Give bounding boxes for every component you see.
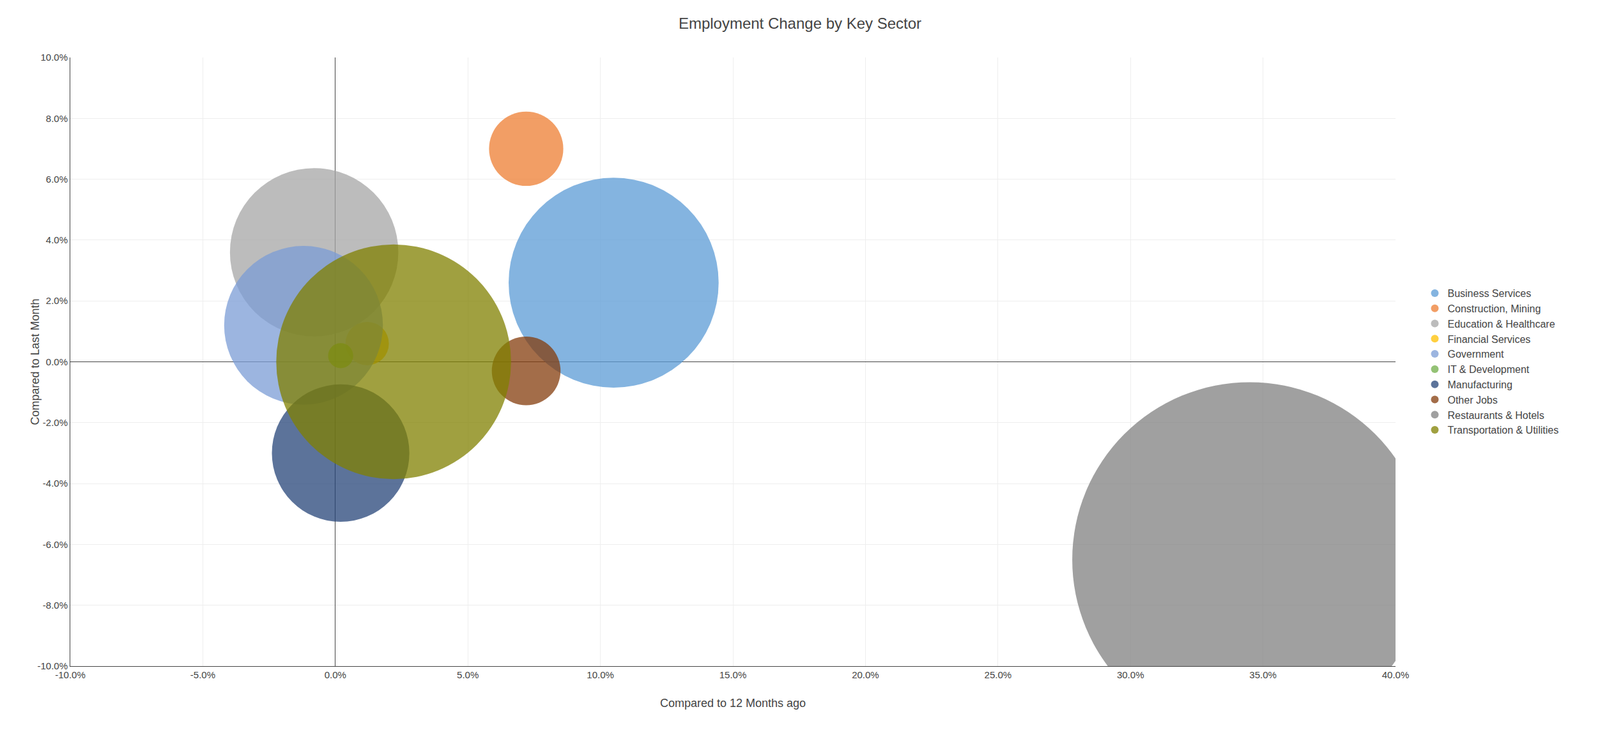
svg-text:-6.0%: -6.0%	[42, 539, 68, 551]
svg-text:10.0%: 10.0%	[586, 669, 615, 681]
svg-text:Construction, Mining: Construction, Mining	[1447, 303, 1541, 315]
svg-text:8.0%: 8.0%	[46, 113, 68, 124]
svg-text:Education & Healthcare: Education & Healthcare	[1447, 318, 1555, 330]
svg-text:-8.0%: -8.0%	[42, 600, 68, 611]
svg-text:30.0%: 30.0%	[1116, 669, 1145, 681]
svg-text:20.0%: 20.0%	[851, 669, 880, 681]
svg-text:Business Services: Business Services	[1447, 288, 1531, 300]
svg-text:Government: Government	[1447, 348, 1505, 360]
svg-text:2.0%: 2.0%	[46, 295, 68, 307]
svg-text:4.0%: 4.0%	[46, 234, 68, 246]
svg-text:Transportation & Utilities: Transportation & Utilities	[1447, 424, 1559, 436]
svg-text:-2.0%: -2.0%	[42, 417, 68, 429]
svg-text:Manufacturing: Manufacturing	[1447, 379, 1512, 391]
svg-text:-10.0%: -10.0%	[37, 660, 68, 672]
svg-text:IT & Development: IT & Development	[1447, 364, 1530, 376]
svg-text:10.0%: 10.0%	[40, 51, 68, 63]
svg-text:Employment Change by Key Secto: Employment Change by Key Sector	[678, 14, 922, 32]
svg-text:Restaurants & Hotels: Restaurants & Hotels	[1447, 410, 1544, 422]
svg-text:35.0%: 35.0%	[1249, 669, 1277, 681]
svg-text:-4.0%: -4.0%	[42, 477, 68, 489]
svg-text:40.0%: 40.0%	[1382, 669, 1410, 681]
svg-text:6.0%: 6.0%	[46, 173, 68, 185]
svg-text:Compared to Last Month: Compared to Last Month	[28, 298, 42, 425]
svg-text:0.0%: 0.0%	[46, 356, 68, 368]
svg-text:15.0%: 15.0%	[719, 669, 747, 681]
svg-text:5.0%: 5.0%	[456, 669, 479, 681]
svg-text:0.0%: 0.0%	[324, 669, 347, 681]
svg-text:-5.0%: -5.0%	[190, 669, 216, 681]
svg-text:Other Jobs: Other Jobs	[1447, 394, 1498, 406]
svg-text:Compared to 12 Months ago: Compared to 12 Months ago	[660, 697, 806, 710]
svg-text:Financial Services: Financial Services	[1447, 334, 1531, 346]
svg-text:25.0%: 25.0%	[984, 669, 1013, 681]
svg-text:-10.0%: -10.0%	[54, 669, 86, 681]
